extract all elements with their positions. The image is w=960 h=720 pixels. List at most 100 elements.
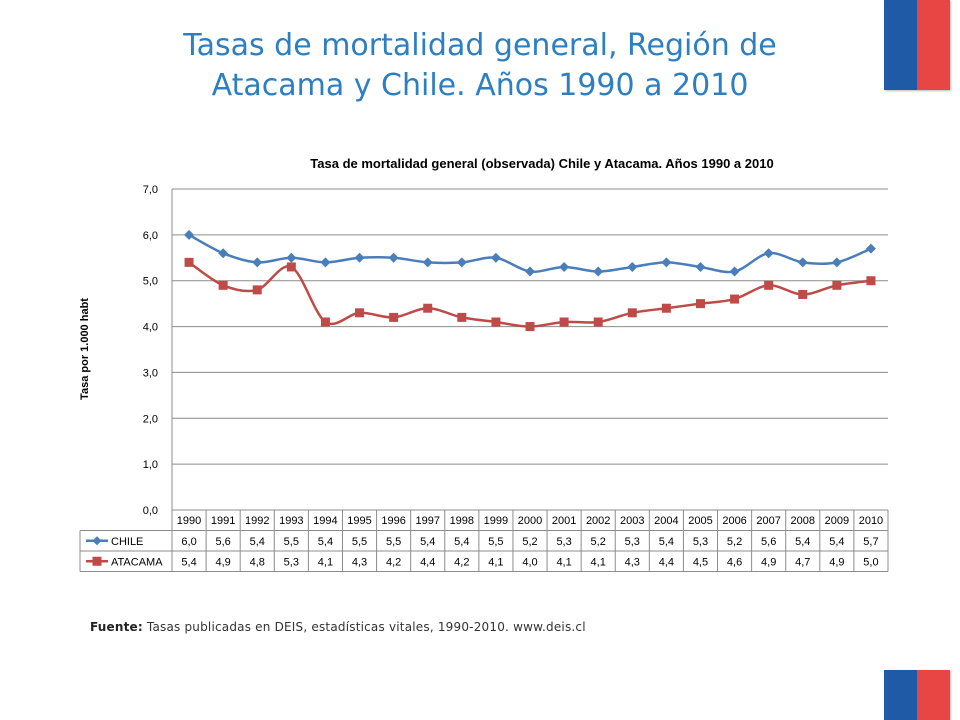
x-tick-label: 1992 — [245, 515, 269, 527]
data-label: 5,5 — [386, 536, 401, 548]
data-point-atacama — [218, 280, 228, 290]
data-point-atacama — [184, 257, 194, 267]
slide-title-line2: Atacama y Chile. Años 1990 a 2010 — [211, 68, 749, 103]
x-tick-label: 1994 — [313, 515, 337, 527]
data-point-atacama — [764, 280, 774, 290]
data-point-atacama — [798, 289, 808, 299]
data-label: 5,3 — [625, 536, 640, 548]
data-point-atacama — [491, 317, 501, 327]
data-point-chile — [218, 248, 229, 259]
data-label: 5,4 — [250, 536, 265, 548]
data-point-atacama — [661, 303, 671, 313]
data-point-chile — [490, 252, 501, 263]
data-point-chile — [763, 248, 774, 259]
data-point-chile — [661, 257, 672, 268]
data-label: 5,3 — [556, 536, 571, 548]
data-point-chile — [831, 257, 842, 268]
source-text: Tasas publicadas en DEIS, estadísticas v… — [146, 620, 586, 634]
data-point-chile — [320, 257, 331, 268]
data-label: 4,1 — [488, 556, 503, 568]
x-tick-label: 1995 — [347, 515, 371, 527]
data-label: 4,4 — [420, 556, 435, 568]
x-tick-label: 2000 — [518, 515, 542, 527]
x-tick-label: 2006 — [722, 515, 746, 527]
legend-marker-square — [92, 556, 102, 566]
data-label: 5,5 — [488, 536, 503, 548]
data-point-chile — [184, 229, 195, 240]
chile-flag-decoration-bottom — [884, 670, 950, 720]
data-label: 4,0 — [522, 556, 537, 568]
data-point-chile — [456, 257, 467, 268]
data-label: 4,3 — [352, 556, 367, 568]
x-tick-label: 2001 — [552, 515, 576, 527]
data-label: 4,4 — [659, 556, 674, 568]
data-label: 5,2 — [727, 536, 742, 548]
data-label: 5,7 — [863, 536, 878, 548]
data-label: 4,3 — [625, 556, 640, 568]
y-tick-label: 4,0 — [143, 322, 158, 334]
data-point-chile — [422, 257, 433, 268]
data-label: 5,6 — [761, 536, 776, 548]
x-tick-label: 2008 — [791, 515, 815, 527]
legend-series-name: ATACAMA — [111, 556, 163, 568]
data-point-atacama — [252, 285, 262, 295]
y-tick-label: 0,0 — [143, 505, 158, 517]
data-label: 4,9 — [761, 556, 776, 568]
data-label: 5,4 — [829, 536, 844, 548]
data-label: 4,5 — [693, 556, 708, 568]
data-point-chile — [695, 261, 706, 272]
x-tick-label: 2004 — [654, 515, 678, 527]
data-label: 5,2 — [591, 536, 606, 548]
x-tick-label: 1999 — [484, 515, 508, 527]
data-label: 5,4 — [420, 536, 435, 548]
data-point-chile — [865, 243, 876, 254]
data-label: 5,2 — [522, 536, 537, 548]
y-tick-label: 7,0 — [143, 184, 158, 196]
data-label: 4,1 — [591, 556, 606, 568]
data-point-chile — [559, 261, 570, 272]
x-tick-label: 2009 — [825, 515, 849, 527]
data-label: 5,5 — [284, 536, 299, 548]
x-tick-label: 2005 — [688, 515, 712, 527]
y-tick-label: 5,0 — [143, 276, 158, 288]
x-tick-label: 2010 — [859, 515, 883, 527]
flag-blue-stripe — [884, 0, 917, 90]
legend-series-name: CHILE — [111, 536, 143, 548]
data-point-atacama — [559, 317, 569, 327]
x-tick-label: 1996 — [381, 515, 405, 527]
data-point-atacama — [457, 312, 467, 322]
x-tick-label: 1991 — [211, 515, 235, 527]
data-label: 5,4 — [659, 536, 674, 548]
data-label: 4,8 — [250, 556, 265, 568]
flag-blue-stripe — [884, 670, 917, 720]
data-label: 4,2 — [454, 556, 469, 568]
data-point-chile — [388, 252, 399, 263]
data-point-chile — [797, 257, 808, 268]
data-point-atacama — [866, 276, 876, 286]
data-label: 4,6 — [727, 556, 742, 568]
data-label: 4,1 — [318, 556, 333, 568]
data-point-chile — [729, 266, 740, 277]
data-label: 5,4 — [454, 536, 469, 548]
y-tick-label: 3,0 — [143, 367, 158, 379]
legend-marker-diamond — [92, 536, 102, 546]
y-axis-label: Tasa por 1.000 habt — [79, 298, 91, 400]
data-point-atacama — [320, 317, 330, 327]
data-label: 4,7 — [795, 556, 810, 568]
data-label: 5,4 — [181, 556, 196, 568]
y-tick-label: 6,0 — [143, 230, 158, 242]
data-point-atacama — [627, 308, 637, 318]
y-tick-label: 2,0 — [143, 413, 158, 425]
slide-title-line1: Tasas de mortalidad general, Región de — [183, 28, 777, 63]
data-point-chile — [354, 252, 365, 263]
data-point-atacama — [423, 303, 433, 313]
data-point-atacama — [695, 299, 705, 309]
data-label: 4,9 — [829, 556, 844, 568]
data-label: 5,4 — [318, 536, 333, 548]
data-point-chile — [593, 266, 604, 277]
chart-title: Tasa de mortalidad general (observada) C… — [310, 156, 773, 171]
x-tick-label: 2002 — [586, 515, 610, 527]
source-label: Fuente: — [90, 620, 143, 634]
x-tick-label: 1993 — [279, 515, 303, 527]
